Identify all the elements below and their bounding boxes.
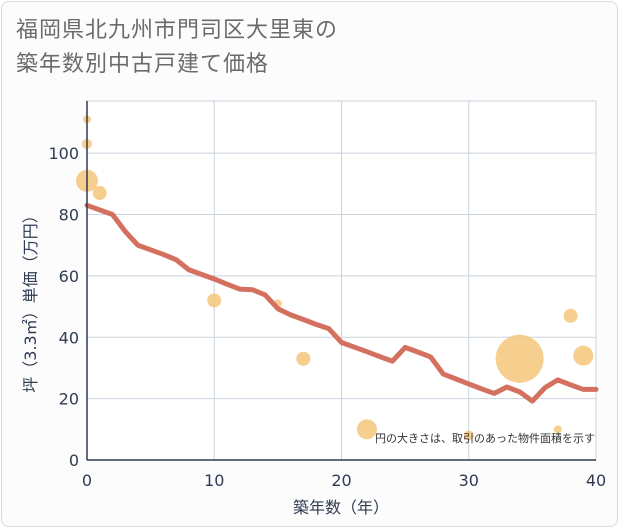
y-axis-label: 坪（3.3㎡）単価（万円） — [21, 207, 40, 392]
x-tick-label: 30 — [459, 471, 479, 490]
bubble-point — [495, 334, 544, 383]
bubble-point — [563, 308, 578, 323]
line-series — [84, 202, 599, 404]
y-tick-label: 40 — [59, 328, 79, 347]
x-tick-label: 10 — [204, 471, 224, 490]
bubble-point — [296, 351, 311, 366]
bubble-series — [76, 115, 594, 441]
chart-title: 福岡県北九州市門司区大里東の 築年数別中古戸建て価格 — [16, 14, 338, 82]
bubble-point — [463, 430, 474, 441]
bubble-point — [92, 186, 107, 201]
axes — [86, 101, 596, 461]
y-tick-label: 20 — [59, 390, 79, 409]
x-tick-label: 0 — [82, 471, 92, 490]
y-tick-label: 100 — [48, 144, 79, 163]
bubble-point — [553, 425, 562, 434]
bubble-size-note: 円の大きさは、取引のあった物件面積を示す — [375, 431, 595, 445]
bubble-point — [356, 419, 377, 440]
tick-labels: 0 10 20 30 40 0 20 40 60 80 100 — [48, 144, 606, 490]
average-price-line — [84, 202, 599, 404]
bubble-point — [207, 293, 222, 308]
bubble-point — [573, 345, 594, 366]
y-tick-label: 0 — [69, 451, 79, 470]
x-tick-label: 20 — [331, 471, 351, 490]
y-tick-label: 60 — [59, 267, 79, 286]
x-axis-label: 築年数（年） — [293, 498, 389, 517]
chart-title-line-1: 福岡県北九州市門司区大里東の — [16, 18, 339, 43]
x-tick-label: 40 — [586, 471, 606, 490]
chart-title-line-2: 築年数別中古戸建て価格 — [16, 52, 270, 77]
y-tick-label: 80 — [59, 206, 79, 225]
